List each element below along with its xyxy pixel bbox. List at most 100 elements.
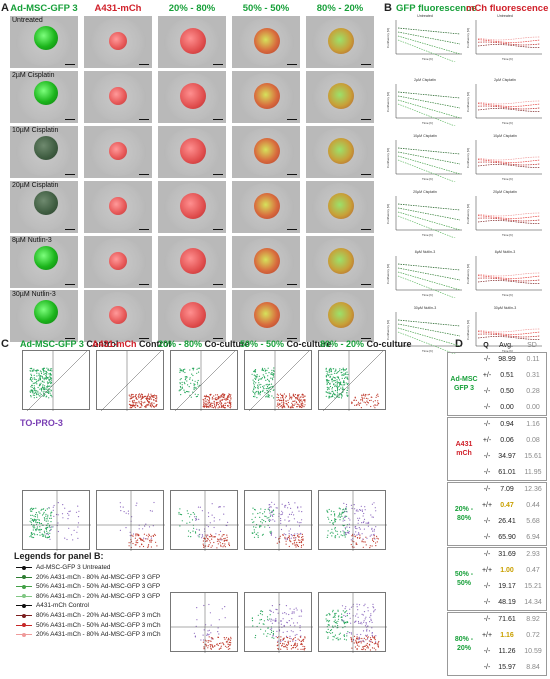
event-dot [41, 514, 44, 516]
event-dot [215, 405, 217, 407]
event-dot [227, 648, 229, 650]
event-dot [373, 610, 375, 612]
event-dot [206, 396, 208, 398]
event-dot [195, 516, 197, 518]
event-dot [272, 510, 274, 512]
event-dot [119, 529, 121, 531]
event-dot [152, 525, 154, 527]
event-dot [361, 648, 363, 650]
event-dot [213, 400, 215, 402]
event-dot [209, 397, 211, 399]
event-dot [283, 643, 285, 645]
event-dot [150, 406, 152, 408]
average-value: 0.00 [500, 404, 514, 411]
legend-label: 50% A431-mCh - 50% Ad-MSC-GFP 3 mCh [36, 621, 161, 629]
scale-bar [213, 63, 223, 65]
event-dot [373, 611, 375, 613]
plot-svg: Confluency [%]Time [h] [386, 20, 462, 62]
event-dot [332, 609, 334, 611]
event-dot [214, 407, 217, 409]
event-dot [33, 369, 35, 371]
event-dot [131, 516, 133, 518]
event-dot [367, 636, 369, 638]
event-dot [178, 513, 180, 515]
event-dot [284, 505, 286, 507]
event-dot [184, 392, 186, 394]
growth-curve [477, 331, 541, 335]
spheroid [254, 193, 280, 219]
event-dot [77, 516, 80, 518]
event-dot [266, 378, 269, 380]
event-dot [188, 530, 190, 532]
event-dot [188, 386, 190, 388]
event-dot [46, 381, 48, 383]
event-dot [132, 402, 134, 404]
event-dot [40, 393, 42, 396]
event-dot [366, 630, 368, 632]
quadrant-value: -/- [483, 664, 491, 671]
event-dot [299, 401, 301, 403]
event-dot [337, 637, 339, 639]
event-dot [373, 405, 375, 407]
event-dot [348, 632, 350, 634]
event-dot [192, 391, 194, 393]
event-dot [358, 403, 360, 405]
event-dot [39, 534, 41, 536]
event-dot [222, 543, 224, 545]
quadrant-gate [319, 593, 387, 653]
event-dot [280, 522, 282, 524]
event-dot [255, 634, 257, 637]
event-dot [39, 384, 41, 386]
event-dot [216, 394, 219, 396]
event-dot [326, 389, 329, 391]
average-value: 34.97 [498, 453, 516, 460]
event-dot [155, 541, 157, 543]
event-dot [230, 394, 232, 396]
event-dot [275, 507, 277, 509]
event-dot [344, 622, 346, 624]
event-dot [220, 539, 222, 541]
scale-bar [213, 228, 223, 230]
event-dot [34, 394, 36, 396]
event-dot [342, 627, 344, 629]
growth-curve [397, 275, 456, 298]
event-dot [286, 538, 288, 541]
event-dot [267, 618, 269, 620]
plot-title: 30µM Nutlin-3 [493, 306, 517, 310]
event-dot [141, 393, 143, 396]
event-dot [350, 622, 352, 624]
event-dot [257, 384, 259, 386]
event-dot [374, 538, 376, 540]
event-dot [49, 538, 51, 540]
event-dot [34, 392, 36, 394]
event-dot [258, 384, 260, 386]
event-dot [38, 522, 40, 524]
event-dot [36, 381, 38, 383]
event-dot [207, 512, 210, 514]
stat-group: 80% - 20% -/- 71.61 8.92 +/+ 1.16 0.72 -/- 11.26… [447, 612, 547, 676]
event-dot [223, 538, 225, 540]
event-dot [151, 402, 153, 404]
event-dot [292, 403, 294, 406]
event-dot [186, 380, 188, 382]
event-dot [217, 539, 219, 541]
event-dot [217, 397, 219, 399]
event-dot [357, 616, 359, 618]
event-dot [38, 372, 40, 374]
event-dot [202, 540, 204, 542]
event-dot [47, 523, 49, 525]
event-dot [205, 640, 207, 642]
event-dot [220, 545, 222, 547]
event-dot [356, 644, 359, 646]
event-dot [214, 536, 216, 538]
flow-column-header-2: A431-mCh Control [92, 339, 171, 349]
growth-curve [397, 39, 456, 62]
event-dot [337, 625, 339, 627]
event-dot [294, 625, 296, 627]
event-dot [337, 371, 339, 373]
event-dot [327, 387, 329, 389]
event-dot [365, 635, 367, 637]
event-dot [150, 393, 152, 395]
event-dot [230, 638, 232, 640]
event-dot [301, 511, 303, 513]
